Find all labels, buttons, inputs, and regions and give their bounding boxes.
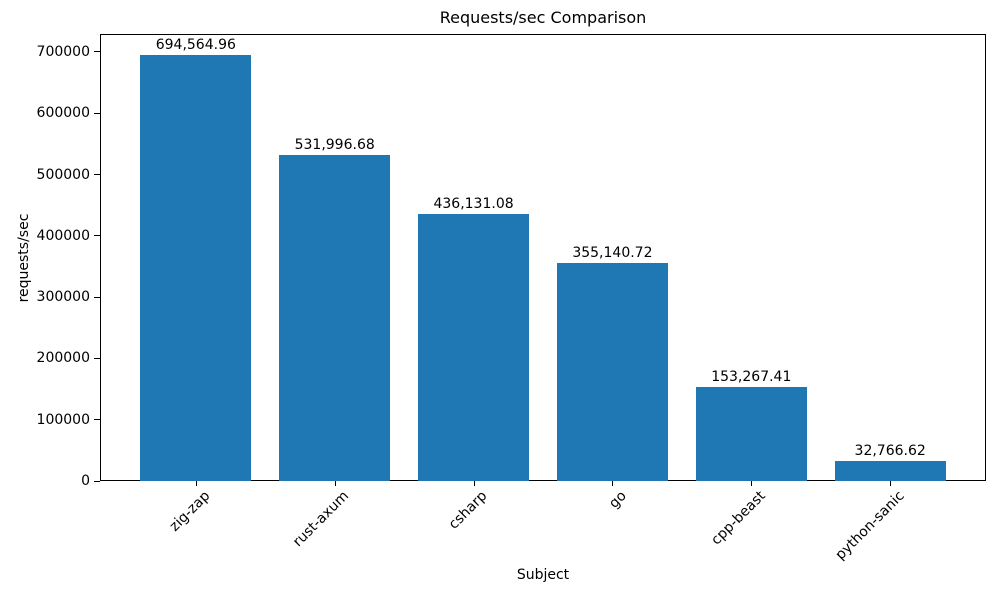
- y-tick-label: 200000: [36, 350, 90, 367]
- x-axis-label: Subject: [516, 567, 570, 583]
- y-tick-label: 400000: [36, 227, 90, 244]
- y-tick-mark: [94, 51, 100, 53]
- y-axis-label: requests/sec: [16, 213, 32, 303]
- x-tick-mark: [195, 481, 197, 486]
- chart-title: Requests/sec Comparison: [439, 8, 647, 27]
- bar-python-sanic: [834, 460, 946, 481]
- bar-zig-zap: [140, 55, 252, 481]
- y-tick-mark: [94, 174, 100, 176]
- y-tick-mark: [94, 357, 100, 359]
- x-tick-label: rust-axum: [289, 488, 353, 551]
- x-tick-mark: [751, 481, 753, 486]
- y-tick-label: 600000: [36, 105, 90, 122]
- y-tick-label: 500000: [36, 166, 90, 183]
- bar-value-label: 355,140.72: [572, 245, 653, 262]
- y-tick-label: 0: [81, 473, 90, 489]
- x-tick-mark: [473, 481, 475, 486]
- x-tick-label: python-sanic: [832, 488, 908, 564]
- y-tick-label: 100000: [36, 411, 90, 428]
- y-tick-mark: [94, 235, 100, 237]
- x-tick-label: zig-zap: [166, 488, 214, 535]
- bar-value-label: 436,131.08: [433, 195, 514, 212]
- x-tick-label: go: [606, 488, 630, 512]
- bar-csharp: [418, 213, 530, 481]
- y-tick-mark: [94, 112, 100, 114]
- y-tick-mark: [94, 296, 100, 298]
- y-tick-mark: [94, 480, 100, 482]
- y-tick-label: 300000: [36, 289, 90, 306]
- plot-area: [100, 34, 986, 481]
- bar-value-label: 32,766.62: [854, 442, 926, 459]
- y-tick-label: 700000: [36, 43, 90, 60]
- x-tick-mark: [334, 481, 336, 486]
- y-tick-mark: [94, 419, 100, 421]
- bar-value-label: 153,267.41: [711, 369, 792, 386]
- x-tick-mark: [890, 481, 892, 486]
- bar-rust-axum: [279, 154, 391, 481]
- bar-cpp-beast: [695, 387, 807, 481]
- x-tick-label: cpp-beast: [708, 488, 769, 549]
- bar-value-label: 531,996.68: [294, 136, 375, 153]
- bar-value-label: 694,564.96: [155, 37, 236, 54]
- x-tick-label: csharp: [446, 488, 491, 533]
- x-tick-mark: [612, 481, 614, 486]
- bar-go: [556, 263, 668, 481]
